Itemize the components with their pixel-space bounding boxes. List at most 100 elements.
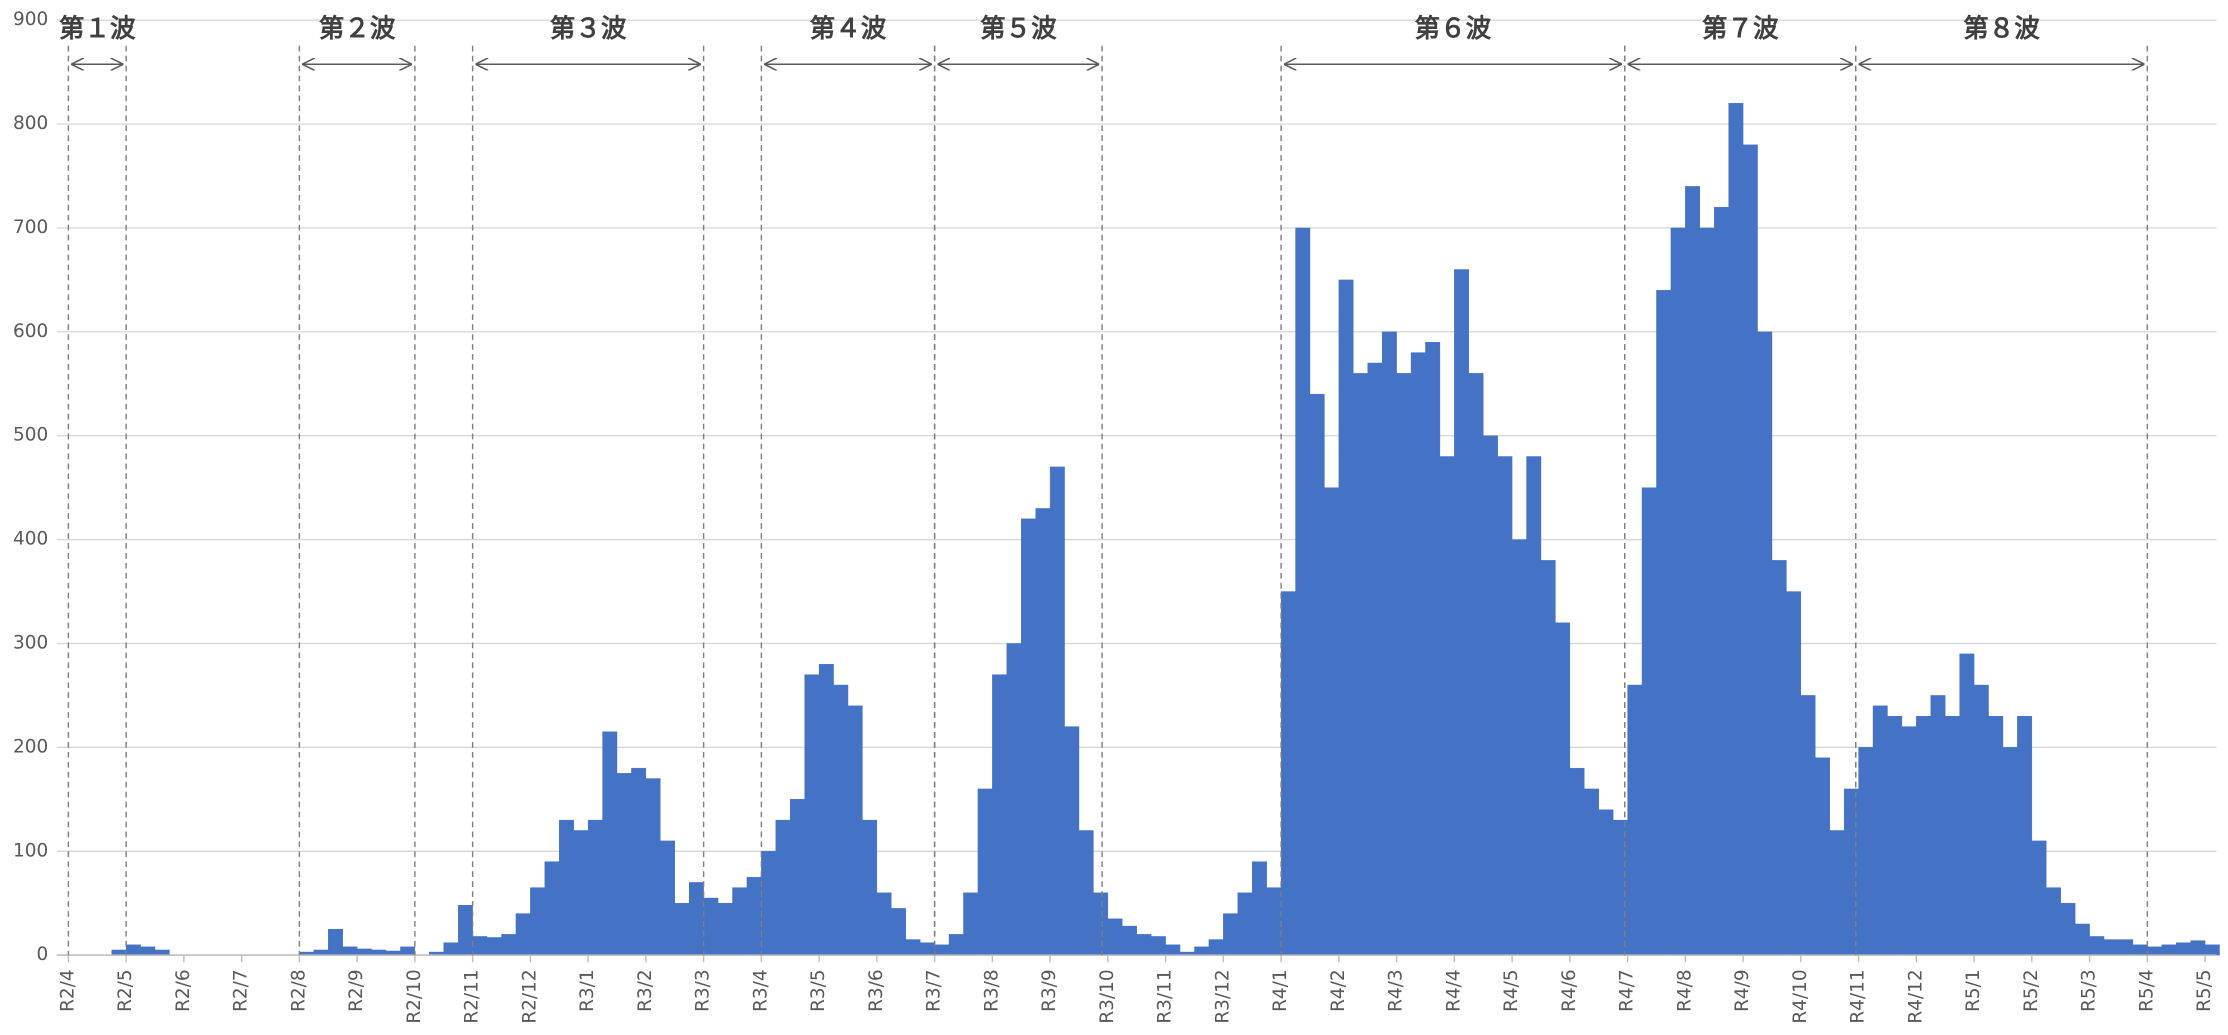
bar (1945, 715, 1960, 956)
bar (501, 934, 517, 956)
bar (1598, 809, 1614, 956)
x-tick-label: R5/1 (1963, 969, 1984, 1012)
x-tick-label: R2/8 (288, 969, 309, 1012)
x-tick-label: R2/10 (404, 969, 425, 1023)
x-tick-label: R2/12 (519, 969, 540, 1023)
x-tick-label: R4/5 (1501, 969, 1522, 1012)
bar (1367, 362, 1383, 956)
bar (891, 908, 906, 956)
bar (1497, 456, 1513, 956)
x-tick-label: R3/12 (1212, 969, 1233, 1023)
bar (587, 819, 603, 956)
bar (1916, 715, 1931, 956)
bar (1093, 892, 1109, 956)
bar (818, 664, 834, 956)
bar (833, 684, 849, 956)
bar (2017, 715, 2033, 956)
bar (1786, 591, 1802, 956)
x-tick-label: R3/10 (1097, 969, 1118, 1023)
y-tick-label: 200 (13, 736, 48, 757)
bar (2103, 939, 2119, 956)
bar (1843, 788, 1859, 956)
x-tick-label: R3/6 (866, 969, 887, 1012)
bar (2002, 747, 2018, 956)
bar (631, 767, 647, 956)
y-tick-label: 500 (13, 425, 48, 446)
x-tick-label: R2/4 (57, 969, 78, 1012)
bar (1021, 518, 1036, 956)
bar (1468, 373, 1484, 956)
bar (790, 799, 805, 956)
bar (1973, 684, 1989, 956)
x-tick-label: R5/4 (2136, 969, 2157, 1012)
bar (688, 882, 704, 956)
bar (1569, 767, 1585, 956)
x-tick-label: R4/8 (1674, 969, 1695, 1012)
bar (1670, 227, 1686, 956)
wave-label: 第６波 (1415, 14, 1492, 44)
x-tick-label: R3/3 (693, 969, 714, 1012)
bar (1901, 726, 1917, 956)
bar (703, 897, 719, 956)
bar (732, 887, 748, 956)
x-tick-label: R2/9 (346, 969, 367, 1012)
y-tick-label: 0 (37, 944, 49, 965)
bar (1252, 861, 1267, 956)
x-tick-label: R4/12 (1905, 969, 1926, 1023)
bar (371, 949, 387, 956)
x-tick-label: R3/4 (750, 969, 771, 1012)
bar (1988, 715, 2004, 956)
bar (1035, 508, 1051, 956)
bar (313, 949, 329, 956)
bar (862, 819, 878, 956)
x-tick-label: R4/4 (1443, 969, 1464, 1012)
x-tick-label: R4/1 (1270, 969, 1291, 1012)
bar (1511, 539, 1527, 956)
bar (1540, 560, 1556, 956)
bar (154, 949, 170, 956)
bar (1078, 830, 1094, 956)
x-tick-label: R4/9 (1732, 969, 1753, 1012)
x-tick-label: R4/2 (1328, 969, 1349, 1012)
bar (1165, 944, 1181, 956)
bar (486, 937, 502, 956)
bar (1309, 393, 1325, 956)
bar (602, 731, 618, 956)
bar (2147, 946, 2162, 956)
wave-label: 第５波 (980, 14, 1057, 44)
bar (660, 840, 675, 956)
bar (905, 939, 921, 956)
y-tick-label: 700 (13, 217, 48, 238)
bar (1381, 331, 1397, 956)
y-tick-label: 600 (13, 321, 48, 342)
bar (963, 892, 979, 956)
bar (2190, 940, 2206, 956)
bar (1800, 695, 1816, 956)
x-tick-label: R2/7 (231, 969, 252, 1012)
bar (1829, 830, 1845, 956)
bar (1959, 653, 1975, 956)
bar (2204, 944, 2220, 956)
wave-label: 第２波 (319, 14, 396, 44)
bar (530, 887, 546, 956)
bar (400, 946, 416, 956)
bar (1194, 946, 1210, 956)
y-tick-label: 800 (13, 113, 48, 134)
bar (1266, 887, 1282, 956)
bar (1064, 726, 1080, 956)
y-tick-label: 400 (13, 529, 48, 550)
bar (2161, 944, 2177, 956)
bar (1584, 788, 1599, 956)
y-tick-label: 900 (13, 9, 48, 30)
x-tick-label: R4/11 (1848, 969, 1869, 1023)
x-tick-label: R3/9 (1039, 969, 1060, 1012)
bar (1396, 373, 1412, 956)
bar (2132, 944, 2148, 956)
bar (1555, 622, 1571, 956)
bar (472, 936, 488, 956)
bar (1107, 918, 1123, 956)
wave-label: 第１波 (59, 14, 136, 44)
bar (2031, 840, 2047, 956)
bar (775, 819, 791, 956)
bar (761, 851, 777, 956)
